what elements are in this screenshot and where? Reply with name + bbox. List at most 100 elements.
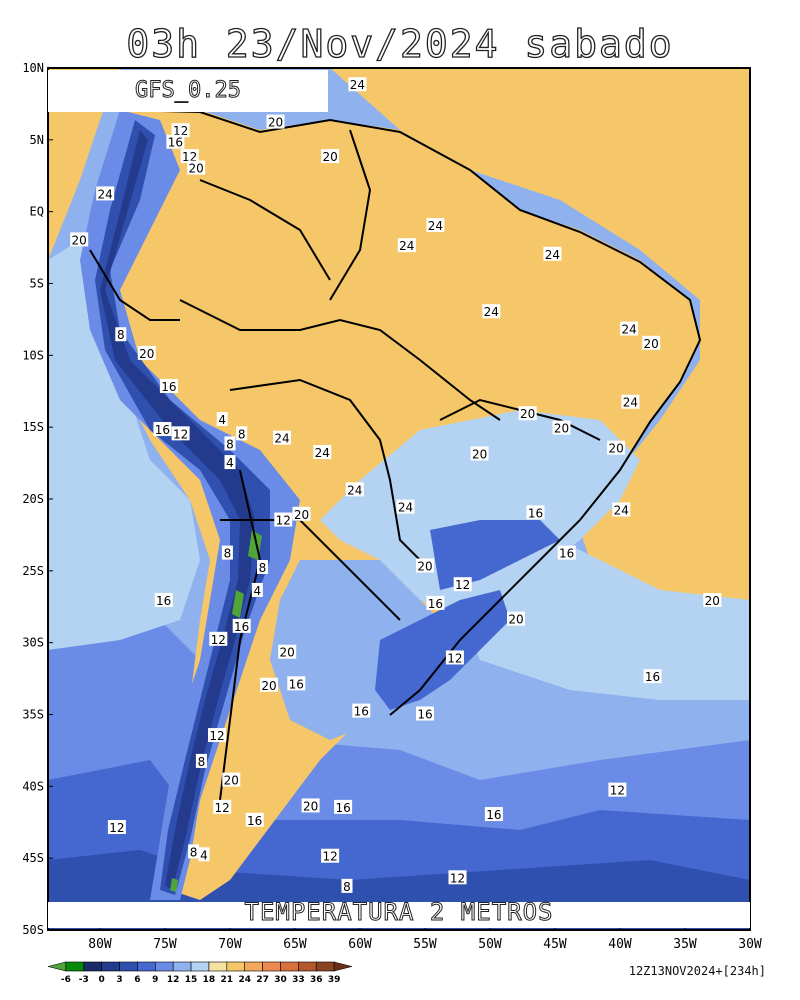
contour-label: 16	[352, 703, 371, 719]
colorbar-swatch	[262, 961, 281, 972]
contour-label: 12	[208, 728, 226, 743]
contour-label: 24	[273, 430, 291, 446]
svg-text:4: 4	[253, 584, 261, 598]
svg-text:20: 20	[608, 442, 623, 456]
contour-label: 24	[426, 218, 445, 233]
svg-text:16: 16	[428, 597, 443, 611]
variable-label: TEMPERATURA 2 METROS	[244, 898, 554, 927]
svg-text:20: 20	[554, 422, 569, 436]
contour-label: 8	[257, 559, 268, 575]
colorbar-label: 36	[310, 975, 323, 985]
contour-label: 12	[171, 426, 190, 441]
contour-label: 24	[96, 186, 115, 201]
svg-text:24: 24	[623, 396, 638, 410]
lat-label: EQ	[30, 205, 44, 219]
svg-text:8: 8	[238, 427, 246, 441]
lon-label: 50W	[478, 937, 502, 952]
contour-label: 16	[526, 505, 545, 520]
svg-text:16: 16	[559, 547, 574, 561]
svg-text:20: 20	[224, 774, 239, 788]
svg-text:20: 20	[72, 233, 87, 247]
contour-label: 12	[608, 782, 627, 798]
contour-label: 20	[642, 335, 661, 351]
contour-label: 16	[232, 618, 251, 634]
svg-text:12: 12	[276, 514, 291, 528]
contour-label: 16	[484, 807, 503, 822]
colorbar-label: 27	[256, 975, 269, 985]
contour-label: 24	[397, 238, 416, 253]
svg-text:20: 20	[472, 447, 487, 461]
contour-label: 12	[448, 870, 467, 885]
svg-text:20: 20	[189, 162, 204, 176]
svg-text:24: 24	[350, 78, 365, 92]
colorbar-label: 6	[134, 975, 140, 985]
svg-text:20: 20	[139, 347, 154, 361]
colorbar-swatch	[226, 961, 246, 972]
svg-text:24: 24	[399, 239, 414, 253]
colorbar-label: 30	[274, 975, 287, 985]
contour-label: 8	[195, 753, 207, 769]
contour-label: 4	[251, 582, 263, 598]
svg-text:8: 8	[226, 437, 234, 451]
colorbar-swatch	[298, 961, 317, 972]
svg-text:20: 20	[322, 150, 337, 164]
contour-label: 4	[198, 847, 210, 862]
contour-label: 8	[115, 327, 127, 342]
contour-label: 16	[159, 378, 178, 394]
svg-text:20: 20	[303, 799, 318, 813]
contour-label: 12	[453, 577, 472, 592]
svg-text:20: 20	[261, 679, 276, 693]
svg-text:24: 24	[347, 483, 362, 497]
svg-text:24: 24	[484, 305, 499, 319]
contour-label: 24	[543, 246, 562, 262]
lat-label: 5N	[30, 133, 44, 147]
svg-text:8: 8	[190, 845, 198, 859]
colorbar-swatch	[101, 961, 120, 972]
run-label: 12Z13NOV2024+[234h]	[628, 964, 766, 978]
contour-label: 8	[188, 844, 200, 859]
contour-label: 24	[313, 445, 332, 460]
model-label: GFS_0.25	[135, 78, 242, 104]
svg-text:8: 8	[117, 328, 125, 342]
svg-text:8: 8	[343, 880, 351, 894]
svg-text:12: 12	[455, 578, 470, 592]
svg-text:16: 16	[161, 380, 176, 394]
colorbar-swatch	[190, 961, 210, 972]
svg-text:16: 16	[155, 423, 170, 437]
svg-text:20: 20	[280, 646, 295, 660]
contour-label: 8	[236, 426, 248, 441]
longitude-axis: 80W 75W 70W 65W 60W 55W 50W 45W 40W 35W 30W	[88, 925, 762, 952]
contour-label: 20	[137, 345, 156, 361]
svg-text:20: 20	[520, 407, 535, 421]
svg-text:24: 24	[621, 322, 636, 336]
lat-label: 10N	[22, 61, 44, 75]
colorbar-label: 12	[167, 975, 180, 985]
colorbar-swatch	[315, 961, 335, 972]
lat-label: 45S	[22, 851, 44, 865]
colorbar-label: 21	[221, 975, 234, 985]
svg-text:24: 24	[614, 503, 629, 517]
model-label-box: GFS_0.25	[48, 70, 328, 112]
colorbar-label: 39	[328, 975, 341, 985]
svg-text:12: 12	[322, 850, 337, 864]
contour-label: 20	[292, 506, 311, 522]
contour-label: 4	[216, 411, 228, 427]
svg-text:24: 24	[274, 432, 289, 446]
contour-label: 8	[221, 545, 233, 561]
colorbar-swatch	[119, 961, 138, 972]
svg-text:4: 4	[200, 848, 208, 862]
svg-text:24: 24	[545, 248, 560, 262]
svg-text:16: 16	[354, 705, 369, 719]
colorbar-swatch	[333, 961, 353, 972]
contour-label: 16	[334, 799, 353, 815]
svg-text:16: 16	[234, 620, 249, 634]
colorbar: -6 -3 0 3 6 9 12 15 18 21 24 27 30 33 36 39	[47, 961, 353, 985]
contour-label: 24	[345, 482, 364, 497]
contour-label: 24	[621, 394, 640, 410]
colorbar-swatch	[137, 961, 156, 972]
variable-label-box: TEMPERATURA 2 METROS	[48, 898, 750, 928]
contour-labels: 2420121612202024242420242424208201648816…	[70, 77, 722, 894]
svg-text:12: 12	[215, 801, 230, 815]
svg-text:12: 12	[610, 784, 625, 798]
